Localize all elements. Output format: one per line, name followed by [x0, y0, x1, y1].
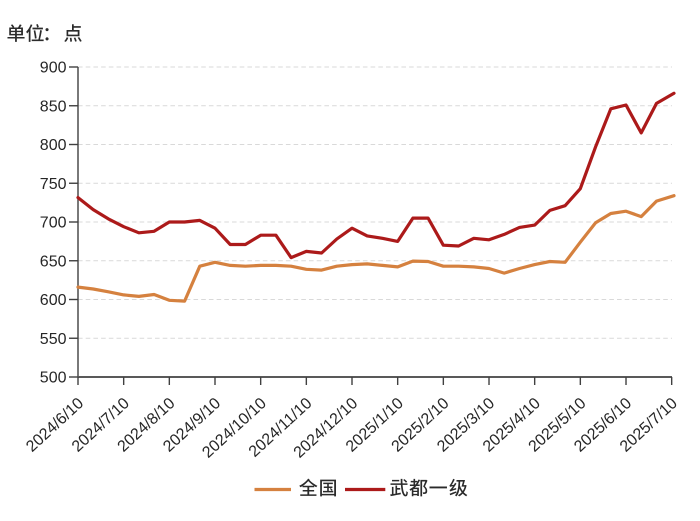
svg-text:900: 900 — [40, 60, 67, 77]
svg-text:600: 600 — [40, 292, 67, 309]
svg-text:650: 650 — [40, 253, 67, 270]
svg-text:750: 750 — [40, 176, 67, 193]
svg-text:550: 550 — [40, 331, 67, 348]
svg-text:700: 700 — [40, 215, 67, 232]
svg-text:800: 800 — [40, 137, 67, 154]
svg-text:500: 500 — [40, 370, 67, 387]
svg-text:850: 850 — [40, 98, 67, 115]
